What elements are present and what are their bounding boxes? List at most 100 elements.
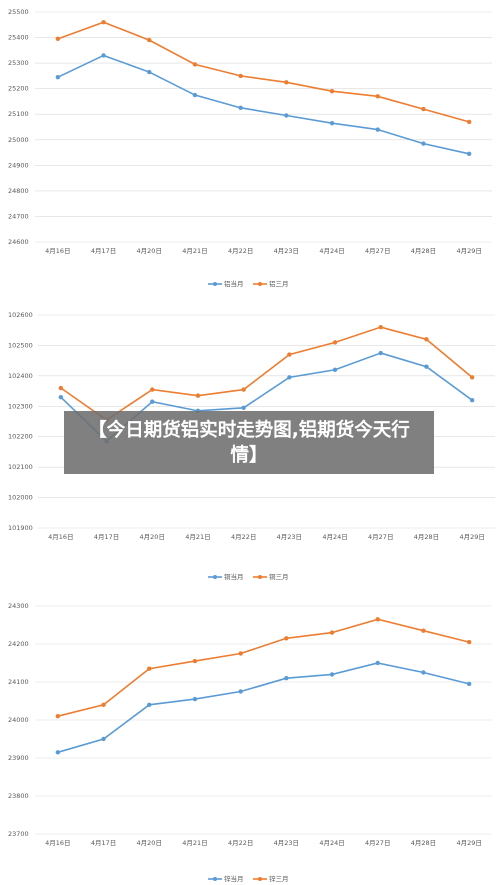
x-tick-label: 4月17日 <box>94 533 119 541</box>
point <box>195 393 201 398</box>
point <box>421 670 426 675</box>
legend-marker <box>258 877 262 881</box>
point <box>147 69 152 75</box>
x-tick-label: 4月24日 <box>319 247 344 255</box>
x-tick-label: 4月29日 <box>456 839 481 847</box>
point <box>192 696 198 702</box>
y-tick-label: 25100 <box>8 110 29 118</box>
point <box>147 666 152 671</box>
x-tick-label: 4月24日 <box>322 533 347 541</box>
point <box>55 750 61 755</box>
point <box>101 702 106 707</box>
y-tick-label: 23900 <box>8 754 29 762</box>
y-tick-label: 24000 <box>8 716 29 724</box>
x-tick-label: 4月22日 <box>228 839 253 847</box>
x-tick-label: 4月21日 <box>182 247 207 255</box>
point <box>421 141 426 146</box>
point <box>329 120 335 126</box>
point <box>421 106 426 112</box>
y-tick-label: 24900 <box>8 161 29 169</box>
y-tick-label: 25400 <box>8 34 29 42</box>
legend-label: 铝三月 <box>269 279 289 288</box>
point <box>55 74 61 80</box>
banner: 【今日期货铝实时走势图,铝期货今天行情】 <box>64 411 434 474</box>
x-tick-label: 4月28日 <box>414 533 439 541</box>
series-line <box>57 618 470 717</box>
series-line <box>57 662 470 754</box>
point <box>375 617 380 622</box>
y-tick-label: 24300 <box>8 602 29 610</box>
y-tick-label: 25000 <box>8 136 29 144</box>
point <box>58 394 64 400</box>
x-tick-label: 4月24日 <box>319 839 344 847</box>
point <box>466 151 472 157</box>
point <box>192 62 198 67</box>
x-tick-label: 4月29日 <box>456 247 481 255</box>
legend-marker <box>258 575 262 579</box>
point <box>238 105 243 111</box>
point <box>147 702 152 707</box>
point <box>469 375 475 380</box>
legend-label: 锌三月 <box>269 874 289 883</box>
point <box>101 20 106 25</box>
point <box>332 340 338 345</box>
y-tick-label: 102200 <box>8 433 33 441</box>
point <box>375 660 380 666</box>
x-tick-label: 4月23日 <box>277 533 302 541</box>
y-tick-label: 25200 <box>8 85 29 93</box>
legend-label: 锌当月 <box>224 874 244 883</box>
y-tick-label: 23800 <box>8 792 29 800</box>
y-tick-label: 102400 <box>8 372 33 380</box>
x-tick-label: 4月27日 <box>365 839 390 847</box>
point <box>287 352 292 357</box>
y-tick-label: 24100 <box>8 678 29 686</box>
point <box>469 398 475 403</box>
legend-marker <box>213 575 217 579</box>
x-tick-label: 4月23日 <box>274 839 299 847</box>
point <box>241 387 246 392</box>
x-tick-label: 4月16日 <box>45 839 70 847</box>
point <box>192 92 198 98</box>
point <box>378 324 383 330</box>
y-tick-label: 24200 <box>8 640 29 648</box>
point <box>192 658 198 664</box>
x-tick-label: 4月27日 <box>368 533 393 541</box>
point <box>55 36 61 42</box>
x-tick-label: 4月20日 <box>137 839 162 847</box>
point <box>238 73 243 79</box>
x-tick-label: 4月17日 <box>91 247 116 255</box>
point <box>147 37 152 43</box>
point <box>150 387 155 392</box>
y-tick-label: 24600 <box>8 238 29 246</box>
series-line <box>60 326 473 421</box>
point <box>101 736 106 742</box>
point <box>375 127 380 132</box>
point <box>329 630 335 635</box>
y-tick-label: 25300 <box>8 59 29 67</box>
point <box>375 94 380 99</box>
x-tick-label: 4月17日 <box>91 839 116 847</box>
point <box>238 689 243 694</box>
x-tick-label: 4月21日 <box>185 533 210 541</box>
point <box>284 113 289 118</box>
x-tick-label: 4月28日 <box>411 247 436 255</box>
y-tick-label: 102300 <box>8 402 33 410</box>
point <box>424 364 429 369</box>
point <box>421 628 426 633</box>
point <box>55 714 61 719</box>
point <box>332 367 338 372</box>
legend-marker <box>213 282 217 286</box>
point <box>284 676 289 681</box>
point <box>466 681 472 687</box>
x-tick-label: 4月27日 <box>365 247 390 255</box>
x-tick-label: 4月20日 <box>140 533 165 541</box>
point <box>150 399 155 404</box>
x-tick-label: 4月16日 <box>45 247 70 255</box>
x-tick-label: 4月22日 <box>228 247 253 255</box>
point <box>466 119 472 125</box>
y-tick-label: 23700 <box>8 830 29 838</box>
y-tick-label: 102000 <box>8 494 33 502</box>
y-tick-label: 102500 <box>8 341 33 349</box>
